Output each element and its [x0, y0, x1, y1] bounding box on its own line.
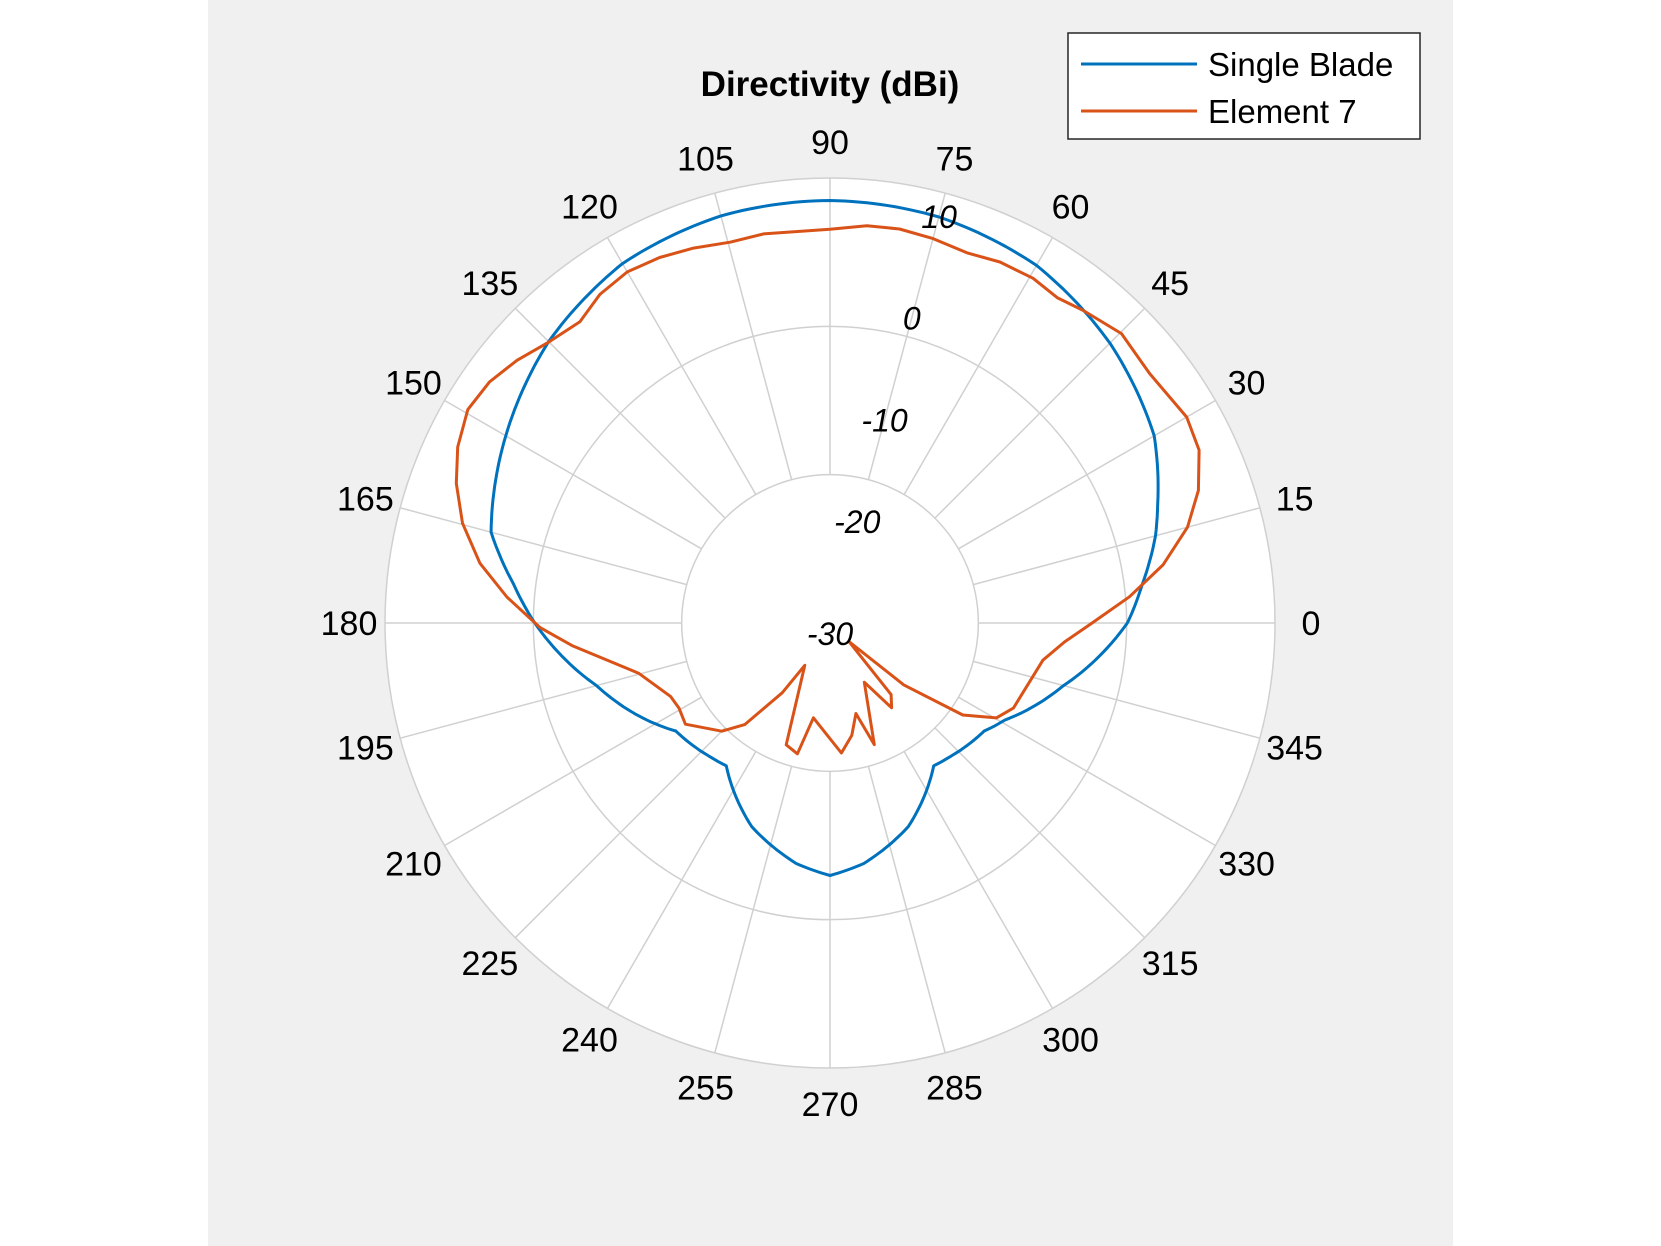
angle-tick-label: 255 [677, 1070, 734, 1108]
angle-tick-label: 75 [936, 140, 974, 178]
angle-tick-label: 270 [802, 1086, 859, 1124]
grid-spoke [903, 237, 1054, 495]
legend: Single Blade Element 7 [1067, 32, 1421, 140]
series-line-element-7 [454, 224, 1201, 756]
angle-tick-label: 165 [337, 481, 394, 519]
legend-label-element-7: Element 7 [1208, 93, 1357, 130]
magnitude-tick-label: -30 [807, 616, 853, 652]
angle-tick-label: 180 [321, 605, 378, 643]
magnitude-tick-labels: -30 -20 -10 0 10 [807, 199, 957, 652]
angle-tick-label: 90 [811, 124, 849, 162]
angle-tick-label: 150 [385, 365, 442, 403]
grid-spoke [934, 727, 1146, 939]
angle-tick-label: 60 [1052, 188, 1090, 226]
angle-tick-label: 300 [1042, 1022, 1099, 1060]
series-curves [454, 199, 1201, 877]
legend-label-single-blade: Single Blade [1208, 46, 1393, 83]
grid-spoke [606, 237, 757, 495]
angle-tick-label: 315 [1142, 945, 1199, 983]
grid-spoke [399, 507, 687, 586]
chart-title: Directivity (dBi) [701, 65, 960, 104]
grid-spoke [714, 192, 793, 480]
angle-tick-label: 210 [385, 846, 442, 884]
grid-spoke [973, 507, 1261, 586]
angle-tick-label: 285 [926, 1070, 983, 1108]
legend-box [1067, 32, 1421, 140]
angle-tick-label: 105 [677, 140, 734, 178]
angle-tick-label: 345 [1266, 729, 1323, 767]
grid-spoke [903, 751, 1054, 1009]
grid-spoke [514, 727, 726, 939]
angle-tick-label: 0 [1302, 605, 1321, 643]
angle-tick-label: 225 [462, 945, 519, 983]
grid-spoke [958, 399, 1216, 550]
grid-spoke [714, 766, 793, 1054]
grid-spoke [973, 660, 1261, 739]
grid-spoke [867, 766, 946, 1054]
angle-tick-label: 45 [1151, 265, 1189, 303]
magnitude-tick-label: -20 [834, 504, 880, 540]
grid-spoke [867, 192, 946, 480]
grid-spoke [606, 751, 757, 1009]
angle-tick-label: 195 [337, 729, 394, 767]
angle-tick-label: 240 [561, 1022, 618, 1060]
grid-spoke [444, 696, 702, 847]
magnitude-tick-label: -10 [861, 402, 907, 438]
angle-tick-labels: 0 15 30 45 60 75 90 105 120 135 150 165 180 195 210 225… [321, 124, 1323, 1124]
grid-spoke [444, 399, 702, 550]
grid-spoke [514, 307, 726, 519]
magnitude-tick-label: 0 [903, 301, 921, 337]
angle-tick-label: 30 [1228, 365, 1266, 403]
angle-tick-label: 330 [1218, 846, 1275, 884]
angle-tick-label: 15 [1276, 481, 1314, 519]
angle-tick-label: 135 [462, 265, 519, 303]
angle-tick-label: 120 [561, 188, 618, 226]
magnitude-tick-label: 10 [921, 199, 957, 235]
